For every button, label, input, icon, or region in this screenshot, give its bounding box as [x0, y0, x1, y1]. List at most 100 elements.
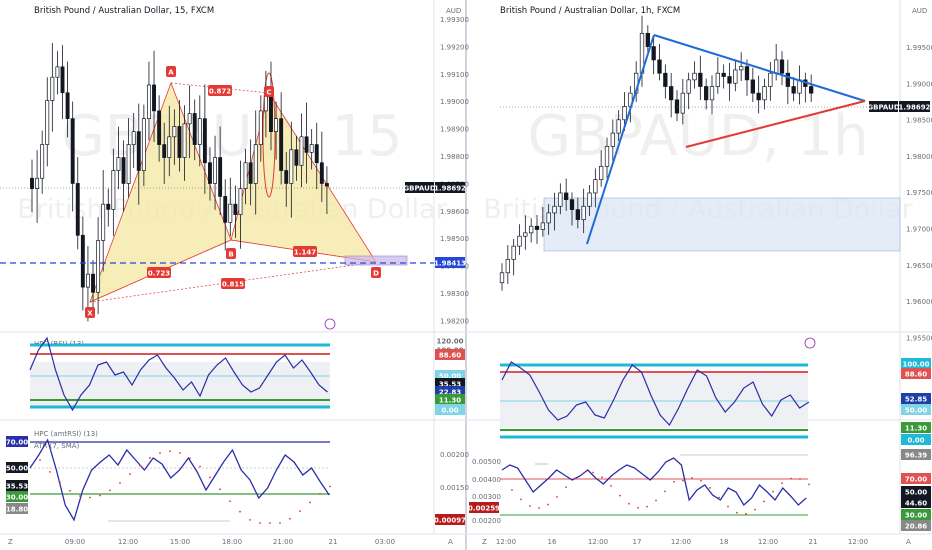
right-atr-dot [682, 479, 684, 482]
right-ind-last-tag-bg [469, 502, 499, 513]
left-candle-body [65, 92, 70, 120]
left-price-tick: 1.98800 [440, 153, 469, 161]
right-atr-dot [691, 477, 693, 479]
right-time-tick: 12:00 [588, 538, 608, 546]
left-time-tick: 03:00 [375, 538, 395, 546]
ratio-label: 0.872 [209, 88, 231, 96]
left-rsi-label-bg [435, 386, 465, 397]
left-time-tick: 21:00 [273, 538, 293, 546]
right-rsi-label: 52.85 [905, 396, 927, 404]
R-currency-label: AUD [912, 7, 927, 15]
right-ind-left-tick: 0.00400 [472, 476, 501, 484]
right-candle-body [669, 86, 674, 101]
right-atr-dot [673, 480, 675, 483]
left-symbol-tag: GBPAUD [403, 185, 435, 193]
right-candle-body [733, 69, 738, 84]
left-candle-body [126, 144, 131, 184]
left-atr-dot [219, 488, 221, 491]
right-ind-right-label-bg [901, 473, 931, 484]
left-candle-body [304, 136, 309, 153]
left-candle-body [182, 123, 187, 158]
left-atr-dot [119, 481, 121, 484]
right-candle-body [546, 212, 551, 224]
left-price-tick: 1.98200 [440, 317, 469, 325]
right-candle-body [698, 72, 703, 87]
left-candle-body [228, 203, 233, 223]
right-candle-body [750, 79, 755, 94]
left-last-price-tag: 1.98692 [434, 185, 466, 193]
left-atr-dot [139, 464, 141, 467]
left-ind-line [29, 438, 330, 522]
left-atr-dot [89, 496, 91, 499]
right-atr-dot [799, 478, 801, 480]
left-candle-body [309, 144, 314, 153]
right-price-tick: 1.99500 [906, 44, 932, 52]
right-candle-body [727, 76, 732, 84]
ratio-bg [147, 267, 171, 278]
right-last-price-tag: 1.98692 [899, 104, 931, 112]
right-ind-right-label: 70.00 [905, 476, 927, 484]
right-atr-dot [781, 482, 783, 485]
right-candle-body [581, 205, 586, 220]
right-atr-dot [727, 505, 729, 508]
right-price-tick: 1.95500 [906, 334, 932, 342]
left-candle-body [101, 203, 106, 241]
left-rsi-label-bg [435, 335, 465, 346]
left-atr-dot [299, 510, 301, 513]
right-rsi-label-bg [901, 393, 931, 404]
right-candle-body [529, 225, 534, 234]
left-candle-body [141, 118, 146, 171]
right-rsi-label-bg [901, 422, 931, 433]
left-rsi-label: 88.60 [439, 352, 461, 360]
pattern-point-bg [226, 248, 236, 259]
right-atr-dot [574, 477, 576, 480]
left-atr-tick: 0.00200 [440, 451, 469, 459]
right-atr-dot [646, 505, 648, 508]
pattern-point-A: A [168, 69, 174, 77]
pattern-point-bg [371, 267, 381, 278]
pattern-point-bg [166, 66, 176, 77]
right-atr-dot [565, 486, 567, 489]
left-candle-body [208, 162, 212, 184]
right-atr-dot [511, 489, 513, 491]
right-price-tick: 1.99000 [906, 80, 932, 88]
right-atr-dot [610, 484, 612, 487]
left-atr-dot [319, 492, 321, 495]
left-atr-dot [129, 473, 131, 476]
left-rsi-label: 11.30 [439, 397, 461, 405]
right-candle-body [686, 79, 691, 94]
right-ind-right-label: 20.86 [905, 523, 927, 531]
left-ind-left-label-bg [6, 480, 28, 491]
right-atr-dot [718, 496, 720, 499]
right-candle-body [552, 205, 557, 214]
left-rsi-label: 120.00 [436, 338, 463, 346]
right-atr-dot [529, 505, 531, 507]
right-candle-body [768, 72, 773, 87]
left-candle-body [152, 84, 156, 112]
R-chart-title: British Pound / Australian Dollar, 1h, F… [500, 6, 680, 16]
right-candle-body [762, 86, 767, 101]
left-rsi-label-bg [435, 378, 465, 389]
left-atr-dot [209, 476, 211, 479]
left-candle-body [167, 136, 172, 158]
L-watermark: GBPAUD, 15 [61, 104, 402, 169]
right-price-tick: 1.98000 [906, 153, 932, 161]
left-price-tick: 1.99200 [440, 43, 469, 51]
left-ind-left-label-bg [6, 491, 28, 502]
left-price-tick: 1.99300 [440, 16, 469, 24]
right-ind-right-label-bg [901, 520, 931, 531]
left-atr-dot [199, 465, 201, 468]
left-atr-dot [279, 522, 281, 524]
left-candle-body [213, 157, 218, 184]
left-time-tick: 12:00 [118, 538, 138, 546]
left-rsi-label: 22.83 [439, 389, 461, 397]
right-candle-body [704, 86, 709, 101]
right-candle-body [499, 272, 505, 284]
left-candle-body [258, 110, 263, 145]
left-level-price-tag: 1.98413 [434, 260, 466, 268]
left-candle-body [238, 188, 243, 215]
left-candle-body [96, 240, 101, 293]
left-atr-dot [259, 522, 261, 524]
right-ind-last-tag: 0.00259 [468, 505, 500, 513]
